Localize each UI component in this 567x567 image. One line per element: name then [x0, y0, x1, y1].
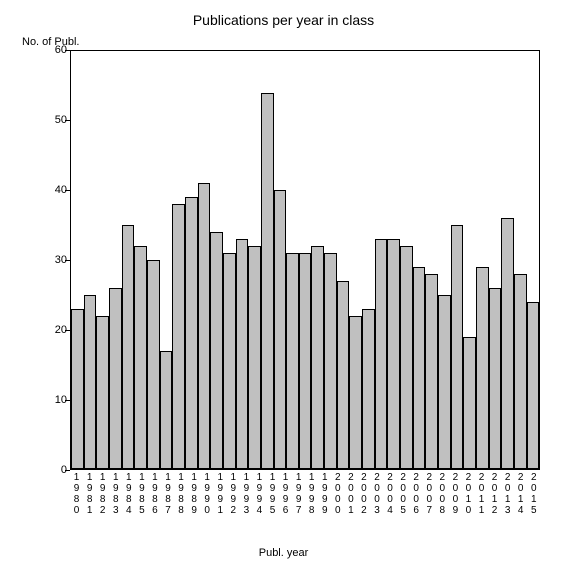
x-tick-label: 2009	[449, 472, 462, 516]
x-tick-label: 1996	[279, 472, 292, 516]
bar	[527, 302, 540, 469]
bar	[248, 246, 261, 469]
bar	[210, 232, 223, 469]
x-tick-label: 1992	[227, 472, 240, 516]
bar	[425, 274, 438, 469]
bar	[400, 246, 413, 469]
bar	[387, 239, 400, 469]
x-tick-label: 1997	[292, 472, 305, 516]
bar	[261, 93, 274, 469]
bar	[198, 183, 211, 469]
bar	[311, 246, 324, 469]
x-tick-label: 1982	[96, 472, 109, 516]
bar	[274, 190, 287, 469]
y-tick-label: 0	[27, 464, 67, 476]
x-tick-label: 1993	[240, 472, 253, 516]
x-tick-label: 2002	[357, 472, 370, 516]
x-tick-label: 1986	[148, 472, 161, 516]
y-tick-label: 20	[27, 324, 67, 336]
bar	[96, 316, 109, 469]
x-tick-label: 2011	[475, 472, 488, 516]
x-tick-label: 1990	[201, 472, 214, 516]
x-tick-label: 2013	[501, 472, 514, 516]
bar	[71, 309, 84, 469]
x-tick-label: 1988	[175, 472, 188, 516]
x-tick-label: 1999	[318, 472, 331, 516]
x-tick-label: 2003	[370, 472, 383, 516]
x-tick-label: 2006	[410, 472, 423, 516]
bar	[413, 267, 426, 469]
bar	[185, 197, 198, 469]
bar	[451, 225, 464, 469]
x-tick-label: 1985	[135, 472, 148, 516]
x-tick-label: 1981	[83, 472, 96, 516]
x-tick-label: 2010	[462, 472, 475, 516]
x-tick-label: 2015	[527, 472, 540, 516]
x-tick-label: 1984	[122, 472, 135, 516]
x-tick-label: 1987	[161, 472, 174, 516]
bar	[501, 218, 514, 469]
x-tick-label: 2014	[514, 472, 527, 516]
x-tick-label: 1989	[188, 472, 201, 516]
x-tick-label: 2001	[344, 472, 357, 516]
x-tick-label: 1995	[266, 472, 279, 516]
bar	[375, 239, 388, 469]
y-tick-label: 30	[27, 254, 67, 266]
x-tick-label: 1998	[305, 472, 318, 516]
x-tick-label: 2012	[488, 472, 501, 516]
bar	[122, 225, 135, 469]
bar	[489, 288, 502, 469]
y-tick-label: 50	[27, 114, 67, 126]
bar	[337, 281, 350, 469]
bar	[134, 246, 147, 469]
bar	[514, 274, 527, 469]
bar	[109, 288, 122, 469]
x-tick-label: 2005	[397, 472, 410, 516]
x-tick-label: 1983	[109, 472, 122, 516]
x-axis-label: Publ. year	[0, 547, 567, 559]
bar	[349, 316, 362, 469]
bar	[236, 239, 249, 469]
chart-title: Publications per year in class	[0, 12, 567, 28]
y-tick-label: 10	[27, 394, 67, 406]
x-tick-label: 2004	[384, 472, 397, 516]
y-tick-label: 40	[27, 184, 67, 196]
x-tick-label: 2008	[436, 472, 449, 516]
bar	[147, 260, 160, 469]
bar	[438, 295, 451, 469]
plot-area	[70, 50, 540, 470]
y-tick-label: 60	[27, 44, 67, 56]
bar	[463, 337, 476, 469]
x-tick-labels: 1980198119821983198419851986198719881989…	[70, 472, 540, 516]
bar	[286, 253, 299, 469]
bar	[172, 204, 185, 469]
publications-chart: Publications per year in class No. of Pu…	[0, 0, 567, 567]
bar	[362, 309, 375, 469]
bar	[324, 253, 337, 469]
bar	[223, 253, 236, 469]
bar	[476, 267, 489, 469]
y-tick	[65, 470, 70, 471]
x-tick-label: 1991	[214, 472, 227, 516]
bar	[160, 351, 173, 469]
bars-container	[71, 51, 539, 469]
x-tick-label: 1980	[70, 472, 83, 516]
bar	[84, 295, 97, 469]
x-tick-label: 2000	[331, 472, 344, 516]
bar	[299, 253, 312, 469]
x-tick-label: 1994	[253, 472, 266, 516]
x-tick-label: 2007	[423, 472, 436, 516]
